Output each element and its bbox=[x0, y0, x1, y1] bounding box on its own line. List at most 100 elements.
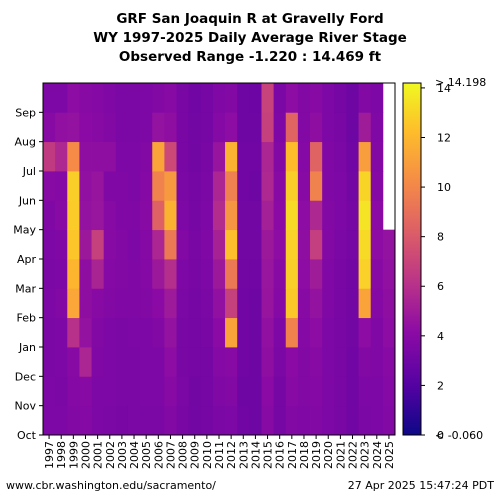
x-tick-label: 2015 bbox=[262, 441, 275, 469]
heatmap-cell bbox=[188, 317, 202, 348]
heatmap-cell bbox=[67, 317, 80, 348]
heatmap-cell bbox=[346, 229, 359, 260]
heatmap-cell bbox=[212, 229, 226, 260]
heatmap-cell bbox=[370, 112, 384, 143]
heatmap-cell bbox=[152, 376, 165, 407]
heatmap-cell bbox=[152, 317, 165, 348]
x-tick-label: 2004 bbox=[128, 441, 141, 469]
heatmap-cell bbox=[188, 141, 202, 172]
heatmap-cell bbox=[322, 112, 335, 143]
heatmap-cell bbox=[140, 83, 153, 113]
heatmap-cell bbox=[297, 405, 311, 436]
heatmap-cell bbox=[164, 112, 177, 143]
y-axis: Oct Nov Dec Jan Feb Mar Apr May Jun Jul Aug Sep bbox=[13, 106, 43, 442]
heatmap-cell bbox=[310, 200, 323, 231]
heatmap-cell bbox=[273, 259, 287, 289]
heatmap-cell bbox=[127, 83, 141, 113]
heatmap-cell bbox=[164, 171, 177, 201]
x-tick-label: 2018 bbox=[298, 441, 311, 469]
heatmap-cell bbox=[103, 112, 117, 143]
footer-url[interactable]: www.cbr.washington.edu/sacramento/ bbox=[6, 479, 216, 492]
heatmap-cell bbox=[164, 83, 177, 113]
heatmap-cell bbox=[164, 229, 177, 260]
heatmap-cell bbox=[103, 229, 117, 260]
x-tick-label: 2016 bbox=[274, 441, 287, 469]
heatmap-cell bbox=[334, 83, 347, 113]
heatmap-cell bbox=[200, 141, 214, 172]
heatmap-cell bbox=[285, 83, 299, 113]
heatmap-cell bbox=[176, 83, 190, 113]
colorbar-tick-label: 4 bbox=[437, 330, 444, 343]
colorbar-min-label: < -0.060 bbox=[435, 429, 483, 442]
heatmap-cell bbox=[225, 317, 238, 348]
x-tick-label: 2006 bbox=[152, 441, 165, 469]
heatmap-cell bbox=[176, 376, 190, 407]
heatmap-cell bbox=[370, 317, 384, 348]
heatmap-cell bbox=[225, 347, 238, 377]
heatmap-cell bbox=[91, 112, 105, 143]
heatmap-cell bbox=[152, 229, 165, 260]
colorbar-tick-label: 10 bbox=[437, 181, 451, 194]
heatmap-cell bbox=[55, 171, 68, 201]
heatmap-cell bbox=[370, 376, 384, 407]
heatmap-cell bbox=[164, 405, 177, 436]
heatmap-cell bbox=[346, 200, 359, 231]
heatmap-cell bbox=[225, 376, 238, 407]
heatmap-cell bbox=[261, 259, 275, 289]
heatmap-cell bbox=[103, 259, 117, 289]
heatmap-cell bbox=[91, 141, 105, 172]
heatmap-cell bbox=[273, 200, 287, 231]
heatmap-cell bbox=[261, 317, 275, 348]
heatmap-cell bbox=[115, 229, 129, 260]
heatmap-cell bbox=[67, 229, 80, 260]
heatmap-cell bbox=[370, 171, 384, 201]
heatmap-cell bbox=[237, 347, 250, 377]
heatmap-cell bbox=[127, 259, 141, 289]
colorbar-axis: 0 2 4 6 8 10 12 14> 14.198 < -0.060 bbox=[421, 76, 486, 442]
heatmap-cell bbox=[103, 376, 117, 407]
heatmap-cell bbox=[115, 83, 129, 113]
heatmap-cell bbox=[358, 171, 372, 201]
heatmap-cell bbox=[91, 317, 105, 348]
heatmap-cell bbox=[249, 141, 262, 172]
x-tick-label: 2002 bbox=[104, 441, 117, 469]
heatmap-cell bbox=[370, 83, 384, 113]
heatmap-cell bbox=[225, 200, 238, 231]
heatmap-cell bbox=[67, 112, 80, 143]
heatmap-cell bbox=[67, 141, 80, 172]
heatmap-cell bbox=[358, 259, 372, 289]
heatmap-cell bbox=[200, 259, 214, 289]
heatmap-cell bbox=[67, 171, 80, 201]
heatmap-cell bbox=[164, 141, 177, 172]
heatmap-cell bbox=[310, 229, 323, 260]
heatmap-cell bbox=[261, 112, 275, 143]
colorbar-tick-label: 6 bbox=[437, 280, 444, 293]
heatmap-cell bbox=[297, 171, 311, 201]
chart-title-line-2: WY 1997-2025 Daily Average River Stage bbox=[93, 30, 407, 46]
heatmap-cell bbox=[103, 83, 117, 113]
heatmap-cell bbox=[249, 405, 262, 436]
heatmap-cell bbox=[225, 83, 238, 113]
heatmap-cell bbox=[55, 83, 68, 113]
heatmap-cell bbox=[115, 112, 129, 143]
heatmap-cell bbox=[188, 200, 202, 231]
heatmap-cell bbox=[212, 200, 226, 231]
heatmap-cell bbox=[152, 347, 165, 377]
heatmap-cell bbox=[237, 229, 250, 260]
heatmap-cell bbox=[334, 405, 347, 436]
heatmap-cell bbox=[310, 259, 323, 289]
heatmap-cell bbox=[346, 83, 359, 113]
heatmap-cell bbox=[91, 347, 105, 377]
heatmap-cell bbox=[285, 317, 299, 348]
heatmap-cell bbox=[285, 376, 299, 407]
heatmap-cell bbox=[79, 200, 92, 231]
heatmap-cell bbox=[127, 317, 141, 348]
heatmap-cell bbox=[43, 141, 56, 172]
heatmap-cell bbox=[200, 171, 214, 201]
heatmap-cell bbox=[55, 376, 68, 407]
heatmap-cell bbox=[370, 259, 384, 289]
heatmap-cell bbox=[358, 229, 372, 260]
heatmap-cell bbox=[200, 288, 214, 319]
heatmap-cell bbox=[285, 171, 299, 201]
x-tick-label: 2014 bbox=[249, 441, 262, 469]
